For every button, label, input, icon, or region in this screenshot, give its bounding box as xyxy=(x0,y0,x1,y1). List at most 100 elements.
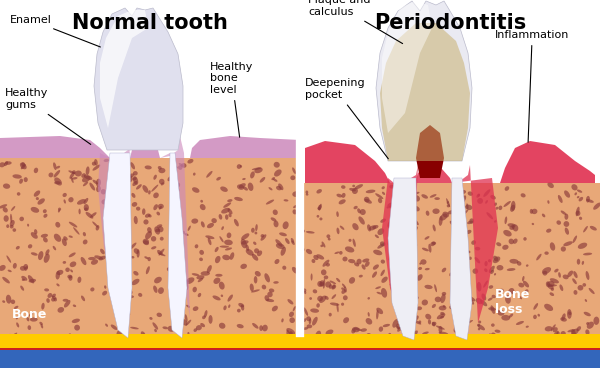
Ellipse shape xyxy=(158,287,164,294)
Ellipse shape xyxy=(111,325,118,330)
Ellipse shape xyxy=(108,213,112,217)
Ellipse shape xyxy=(585,299,587,302)
Ellipse shape xyxy=(481,342,484,346)
Ellipse shape xyxy=(234,219,239,226)
Ellipse shape xyxy=(148,190,151,194)
Ellipse shape xyxy=(181,353,186,357)
Ellipse shape xyxy=(156,357,160,363)
Ellipse shape xyxy=(368,312,370,316)
Ellipse shape xyxy=(208,238,211,245)
Ellipse shape xyxy=(191,354,194,360)
Ellipse shape xyxy=(287,299,293,304)
Ellipse shape xyxy=(527,346,533,354)
Ellipse shape xyxy=(176,335,180,338)
Ellipse shape xyxy=(279,233,287,236)
Ellipse shape xyxy=(121,211,124,215)
Ellipse shape xyxy=(292,167,296,174)
Ellipse shape xyxy=(469,256,472,260)
Ellipse shape xyxy=(133,181,137,186)
Ellipse shape xyxy=(170,255,173,261)
Ellipse shape xyxy=(241,239,247,248)
Ellipse shape xyxy=(219,282,224,290)
Ellipse shape xyxy=(352,223,359,230)
Ellipse shape xyxy=(589,288,595,294)
Ellipse shape xyxy=(306,231,314,234)
Ellipse shape xyxy=(561,246,566,252)
Ellipse shape xyxy=(191,219,198,224)
Ellipse shape xyxy=(274,162,280,168)
Ellipse shape xyxy=(90,287,94,291)
Ellipse shape xyxy=(67,333,71,339)
Ellipse shape xyxy=(72,319,80,323)
Polygon shape xyxy=(0,136,110,158)
Ellipse shape xyxy=(320,244,323,247)
Ellipse shape xyxy=(53,246,56,250)
Ellipse shape xyxy=(241,304,244,311)
Ellipse shape xyxy=(404,298,409,304)
Ellipse shape xyxy=(301,355,309,362)
Ellipse shape xyxy=(157,313,162,317)
Ellipse shape xyxy=(43,349,46,351)
Ellipse shape xyxy=(127,363,131,367)
Ellipse shape xyxy=(484,268,488,272)
Ellipse shape xyxy=(574,192,577,195)
Ellipse shape xyxy=(445,336,454,340)
Ellipse shape xyxy=(291,238,294,243)
Ellipse shape xyxy=(432,322,436,326)
Ellipse shape xyxy=(428,244,431,253)
Ellipse shape xyxy=(101,189,106,194)
Polygon shape xyxy=(388,178,418,340)
Ellipse shape xyxy=(92,162,96,166)
Ellipse shape xyxy=(508,288,514,294)
Ellipse shape xyxy=(505,295,511,304)
Ellipse shape xyxy=(264,348,272,353)
Ellipse shape xyxy=(511,201,515,211)
Ellipse shape xyxy=(302,230,305,233)
Ellipse shape xyxy=(578,197,583,201)
Ellipse shape xyxy=(421,194,428,199)
Ellipse shape xyxy=(321,269,326,275)
Ellipse shape xyxy=(546,282,550,287)
Ellipse shape xyxy=(428,347,431,351)
Polygon shape xyxy=(376,1,472,161)
Ellipse shape xyxy=(100,355,106,359)
Ellipse shape xyxy=(55,222,60,228)
Ellipse shape xyxy=(455,329,459,336)
Ellipse shape xyxy=(578,285,583,290)
Ellipse shape xyxy=(41,234,48,238)
Ellipse shape xyxy=(116,200,121,206)
Ellipse shape xyxy=(447,204,450,208)
Ellipse shape xyxy=(216,177,221,181)
Ellipse shape xyxy=(354,262,359,266)
Ellipse shape xyxy=(84,208,88,210)
Ellipse shape xyxy=(451,270,454,272)
Ellipse shape xyxy=(571,184,578,190)
Ellipse shape xyxy=(556,332,560,335)
Ellipse shape xyxy=(596,342,599,346)
Ellipse shape xyxy=(227,208,233,215)
Text: Healthy
gums: Healthy gums xyxy=(5,88,91,144)
Ellipse shape xyxy=(151,246,157,250)
Ellipse shape xyxy=(355,184,363,189)
Ellipse shape xyxy=(319,296,326,303)
Ellipse shape xyxy=(571,329,576,337)
Ellipse shape xyxy=(533,303,538,310)
Ellipse shape xyxy=(254,276,257,283)
Ellipse shape xyxy=(366,333,371,338)
Ellipse shape xyxy=(225,247,232,251)
Ellipse shape xyxy=(113,229,116,231)
Ellipse shape xyxy=(122,309,130,315)
Ellipse shape xyxy=(228,304,230,308)
Ellipse shape xyxy=(424,285,433,289)
Ellipse shape xyxy=(322,260,329,267)
Ellipse shape xyxy=(129,243,136,250)
Ellipse shape xyxy=(71,177,74,183)
Ellipse shape xyxy=(43,237,48,243)
Polygon shape xyxy=(100,10,148,128)
Ellipse shape xyxy=(63,355,66,360)
Ellipse shape xyxy=(159,206,162,210)
Ellipse shape xyxy=(115,188,119,192)
Ellipse shape xyxy=(175,356,178,361)
Ellipse shape xyxy=(325,282,331,287)
Ellipse shape xyxy=(306,316,311,321)
